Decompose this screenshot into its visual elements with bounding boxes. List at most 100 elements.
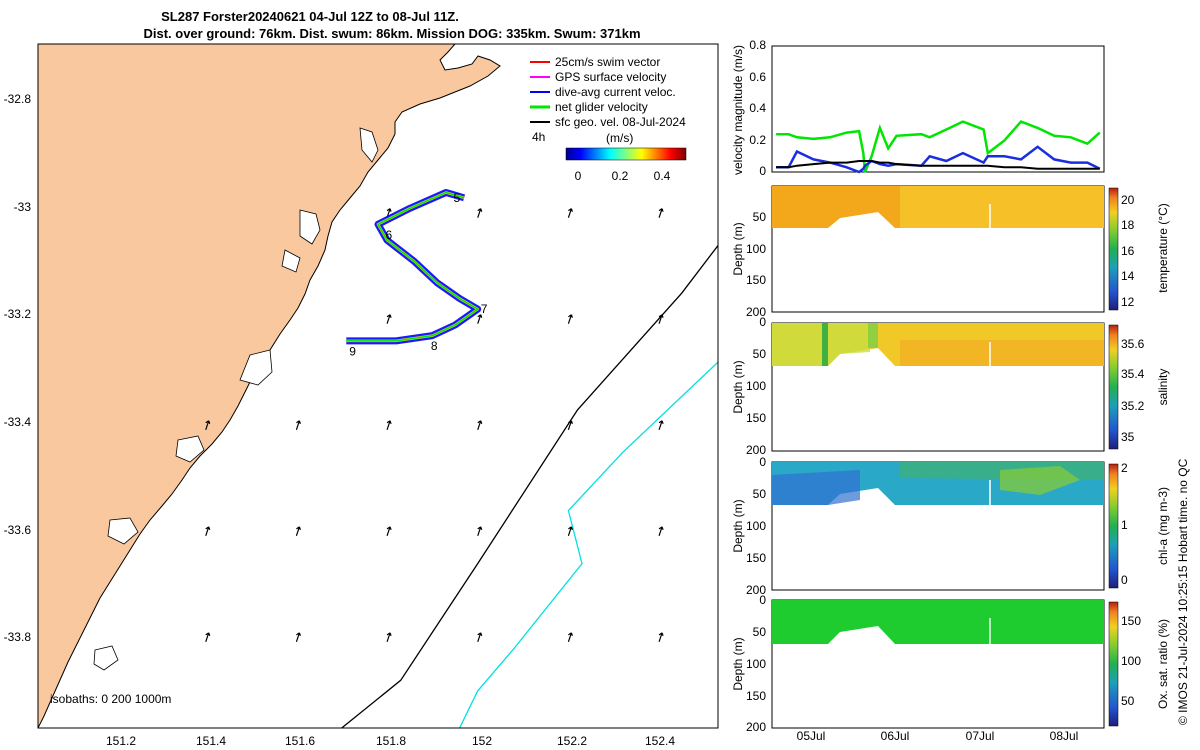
temperature-y-tick: 150 bbox=[746, 273, 766, 287]
temperature-warm-band bbox=[772, 186, 900, 228]
map-x-tick: 152 bbox=[472, 734, 492, 748]
legend-label-gps: GPS surface velocity bbox=[555, 70, 666, 84]
velocity-y-tick: 0.4 bbox=[749, 101, 766, 115]
chla-y-tick: 150 bbox=[746, 551, 766, 565]
land-inlets bbox=[93, 127, 379, 671]
temperature-cbar-tick: 16 bbox=[1121, 244, 1135, 258]
salinity-y-tick: 150 bbox=[746, 411, 766, 425]
map-colorbar-tick: 0.2 bbox=[612, 169, 629, 183]
salinity-panel: Depth (m) 0 50 100 150 200 35 35.2 35.4 … bbox=[731, 315, 1170, 457]
geo-velocity-arrow bbox=[658, 208, 664, 218]
map-colorbar-unit: (m/s) bbox=[606, 131, 633, 145]
geo-velocity-arrow bbox=[205, 420, 211, 430]
velocity-y-tick: 0.6 bbox=[749, 70, 766, 84]
time-tick: 07Jul bbox=[966, 729, 995, 743]
temperature-cbar-label: temperature (°C) bbox=[1156, 203, 1170, 293]
geo-velocity-arrow bbox=[477, 314, 483, 324]
chla-y-tick: 100 bbox=[746, 519, 766, 533]
oxygen-y-tick: 0 bbox=[759, 593, 766, 607]
velocity-frame bbox=[771, 45, 1105, 173]
oxygen-cbar-tick: 100 bbox=[1121, 654, 1141, 668]
track-day-label: 6 bbox=[386, 228, 393, 242]
map-panel: 5 6 7 8 9 151.2 151.4 151.6 151.8 152 152.2 … bbox=[4, 43, 719, 748]
geo-velocity-arrow bbox=[295, 632, 301, 643]
track-day-label: 8 bbox=[431, 339, 438, 353]
salinity-colorbar bbox=[1108, 324, 1119, 450]
temperature-colorbar bbox=[1108, 187, 1119, 311]
oxygen-y-tick: 100 bbox=[746, 657, 766, 671]
geo-velocity-arrow bbox=[295, 526, 301, 537]
map-x-axis: 151.2 151.4 151.6 151.8 152 152.2 152.4 bbox=[106, 734, 675, 748]
salinity-salty-band bbox=[900, 340, 1104, 366]
map-y-tick: -33 bbox=[14, 200, 32, 214]
geo-velocity-arrow bbox=[205, 526, 211, 537]
geo-velocity-arrow bbox=[295, 420, 301, 430]
legend-label-swim: 25cm/s swim vector bbox=[555, 55, 660, 69]
figure-title-line2: Dist. over ground: 76km. Dist. swum: 86k… bbox=[143, 26, 640, 41]
temperature-cbar-tick: 20 bbox=[1121, 193, 1135, 207]
map-x-tick: 152.2 bbox=[557, 734, 587, 748]
temperature-cbar-tick: 12 bbox=[1121, 295, 1135, 309]
salinity-y-tick: 200 bbox=[746, 443, 766, 457]
map-y-tick: -33.8 bbox=[4, 630, 32, 644]
salinity-cbar-tick: 35.6 bbox=[1121, 337, 1145, 351]
velocity-y-tick: 0.2 bbox=[749, 133, 766, 147]
temperature-panel: Depth (m) 50 100 150 200 12 14 16 18 20 … bbox=[731, 185, 1170, 319]
map-y-tick: -33.4 bbox=[4, 415, 32, 429]
track-day-label: 7 bbox=[481, 302, 488, 316]
chla-colorbar bbox=[1108, 463, 1119, 589]
chla-cbar-tick: 0 bbox=[1121, 573, 1128, 587]
figure-title-line1: SL287 Forster20240621 04-Jul 12Z to 08-J… bbox=[161, 9, 459, 24]
legend-label-geo: sfc geo. vel. 08-Jul-2024 bbox=[555, 115, 686, 129]
map-colorbar-gradient bbox=[565, 147, 687, 161]
map-colorbar-tick: 0.4 bbox=[654, 169, 671, 183]
geo-velocity-arrow bbox=[567, 526, 573, 537]
velocity-ylabel: velocity magnitude (m/s) bbox=[731, 45, 745, 175]
legend-label-net: net glider velocity bbox=[555, 100, 648, 114]
oxygen-cbar-label: Ox. sat. ratio (%) bbox=[1156, 619, 1170, 709]
map-frame bbox=[37, 43, 719, 729]
oxygen-data bbox=[772, 600, 1104, 644]
oxygen-panel: Depth (m) 0 50 100 150 200 50 100 150 Ox… bbox=[731, 593, 1170, 734]
salinity-y-tick: 100 bbox=[746, 379, 766, 393]
map-x-tick: 151.4 bbox=[196, 734, 226, 748]
velocity-series-net bbox=[776, 120, 1101, 173]
salinity-cbar-tick: 35.2 bbox=[1121, 399, 1145, 413]
geo-velocity-arrow bbox=[386, 526, 392, 537]
velocity-series-geo bbox=[776, 160, 1100, 170]
map-x-tick: 151.8 bbox=[376, 734, 406, 748]
salinity-fresh-band bbox=[772, 323, 870, 366]
map-colorbar: (m/s) 0 0.2 0.4 bbox=[565, 131, 687, 183]
map-x-tick: 151.2 bbox=[106, 734, 136, 748]
chla-cbar-tick: 1 bbox=[1121, 518, 1128, 532]
salinity-y-tick: 0 bbox=[759, 315, 766, 329]
geo-velocity-arrow bbox=[567, 314, 573, 324]
time-tick: 06Jul bbox=[881, 729, 910, 743]
geo-velocity-arrow bbox=[658, 526, 664, 537]
geo-velocity-arrow bbox=[477, 420, 483, 430]
chla-ylabel: Depth (m) bbox=[731, 499, 745, 552]
track-day-label: 5 bbox=[454, 191, 461, 205]
chla-y-tick: 0 bbox=[759, 455, 766, 469]
map-x-tick: 151.6 bbox=[285, 734, 315, 748]
geo-velocity-arrow bbox=[477, 208, 483, 218]
temperature-ylabel: Depth (m) bbox=[731, 222, 745, 275]
oxygen-colorbar bbox=[1108, 601, 1119, 727]
time-tick: 08Jul bbox=[1050, 729, 1079, 743]
legend-interval: 4h bbox=[532, 130, 545, 144]
geo-velocity-arrow bbox=[567, 208, 573, 218]
temperature-y-tick: 200 bbox=[746, 305, 766, 319]
geo-velocity-arrow bbox=[567, 632, 573, 643]
map-x-tick: 152.4 bbox=[645, 734, 675, 748]
map-y-axis: -32.8 -33 -33.2 -33.4 -33.6 -33.8 bbox=[4, 92, 32, 644]
time-axis: 05Jul 06Jul 07Jul 08Jul bbox=[797, 729, 1079, 743]
chla-y-tick: 200 bbox=[746, 583, 766, 597]
salinity-cbar-tick: 35 bbox=[1121, 430, 1135, 444]
salinity-cbar-label: salinity bbox=[1156, 369, 1170, 406]
chla-low-band bbox=[772, 470, 860, 505]
oxygen-cbar-tick: 50 bbox=[1121, 694, 1135, 708]
salinity-fresh-streak bbox=[868, 323, 878, 348]
geo-velocity-arrow bbox=[205, 632, 211, 643]
chla-panel: Depth (m) 0 50 100 150 200 0 1 2 chl-a (… bbox=[731, 455, 1170, 597]
geo-velocity-arrow bbox=[477, 632, 483, 643]
